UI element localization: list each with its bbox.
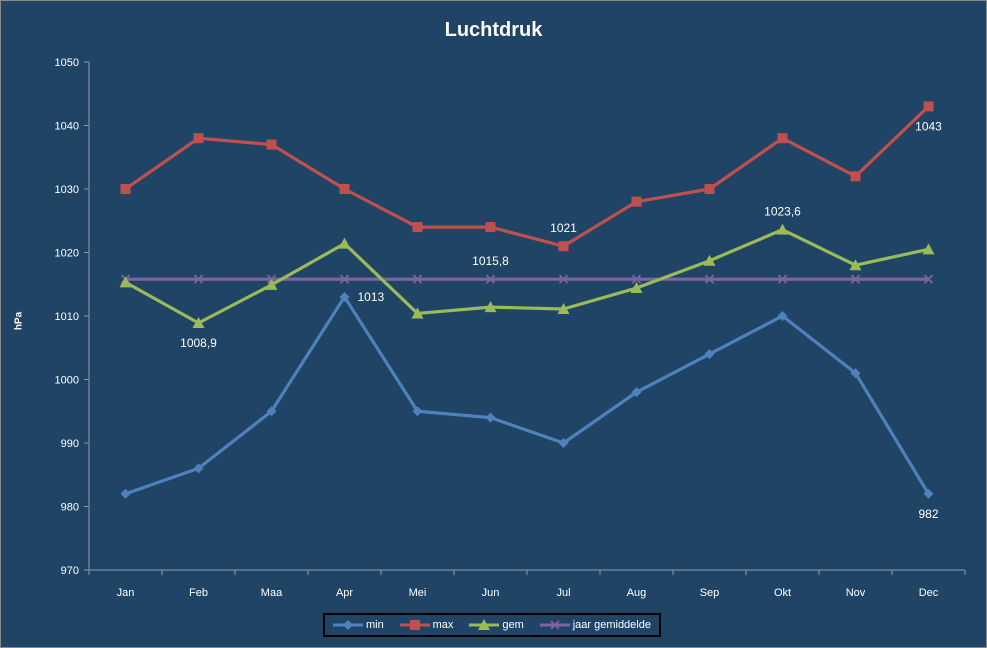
data-point-jaar-gemiddelde bbox=[777, 274, 788, 284]
data-point-max bbox=[777, 133, 788, 144]
data-point-min bbox=[631, 387, 642, 398]
data-point-gem bbox=[265, 278, 278, 290]
data-point-jaar-gemiddelde bbox=[339, 274, 350, 284]
data-point-gem bbox=[849, 259, 862, 271]
series-line-gem bbox=[124, 228, 929, 325]
y-tick-label: 970 bbox=[61, 565, 79, 577]
data-point-jaar-gemiddelde bbox=[631, 274, 642, 284]
x-tick-label: Jul bbox=[556, 587, 570, 599]
x-tick-label: Dec bbox=[919, 587, 939, 599]
data-point-min bbox=[485, 412, 496, 423]
data-label: 1023,6 bbox=[764, 205, 801, 219]
data-label: 1043 bbox=[915, 119, 942, 133]
legend-label: min bbox=[365, 619, 384, 631]
x-tick-label: Jun bbox=[482, 587, 500, 599]
series-line-min bbox=[124, 295, 930, 496]
y-tick-label: 1030 bbox=[55, 184, 79, 196]
data-point-min bbox=[704, 349, 715, 360]
data-point-min bbox=[266, 406, 277, 417]
y-tick-label: 1050 bbox=[55, 57, 79, 69]
x-tick-label: Okt bbox=[774, 587, 791, 599]
data-label: 1013 bbox=[358, 290, 385, 304]
y-tick-label: 1040 bbox=[55, 121, 79, 133]
y-tick-label: 1020 bbox=[55, 248, 79, 260]
x-tick-label: Jan bbox=[117, 587, 135, 599]
data-point-max bbox=[850, 171, 861, 182]
data-point-jaar-gemiddelde bbox=[850, 274, 861, 284]
y-tick-label: 1010 bbox=[55, 311, 79, 323]
data-point-min bbox=[558, 438, 569, 448]
legend-symbol bbox=[332, 620, 363, 630]
data-point-jaar-gemiddelde bbox=[193, 274, 204, 284]
data-point-gem bbox=[776, 223, 789, 235]
legend-item: jaar gemiddelde bbox=[539, 619, 651, 631]
data-point-max bbox=[412, 222, 423, 233]
x-tick-label: Apr bbox=[336, 587, 353, 599]
data-point-jaar-gemiddelde bbox=[412, 274, 423, 284]
legend-symbol bbox=[469, 619, 500, 630]
legend-symbol bbox=[399, 620, 430, 630]
data-label: 982 bbox=[918, 507, 938, 521]
data-point-min bbox=[193, 463, 204, 474]
data-point-gem bbox=[119, 276, 132, 288]
legend-label: max bbox=[432, 619, 454, 631]
data-point-min bbox=[777, 311, 788, 321]
data-point-min bbox=[850, 368, 861, 379]
data-point-gem bbox=[192, 316, 205, 328]
x-tick-label: Sep bbox=[700, 587, 720, 599]
data-point-max bbox=[266, 139, 277, 150]
data-label: 1008,9 bbox=[180, 336, 217, 350]
data-point-max bbox=[558, 241, 569, 252]
data-point-min bbox=[120, 488, 131, 499]
data-point-min bbox=[339, 291, 350, 302]
chart-title: Luchtdruk bbox=[444, 19, 543, 41]
data-point-jaar-gemiddelde bbox=[558, 274, 569, 284]
x-tick-label: Mei bbox=[409, 587, 427, 599]
data-point-gem bbox=[630, 282, 643, 294]
data-point-jaar-gemiddelde bbox=[485, 274, 496, 284]
data-point-gem bbox=[922, 243, 935, 255]
legend-symbol bbox=[539, 620, 570, 630]
data-point-gem bbox=[703, 254, 716, 266]
legend-label: jaar gemiddelde bbox=[572, 619, 651, 631]
data-label: 1021 bbox=[550, 221, 577, 235]
x-tick-label: Aug bbox=[627, 587, 647, 599]
data-point-jaar-gemiddelde bbox=[923, 274, 934, 284]
y-tick-label: 1000 bbox=[55, 375, 79, 387]
legend-item: min bbox=[332, 619, 384, 631]
data-point-gem bbox=[557, 303, 570, 315]
data-point-max bbox=[193, 133, 204, 144]
legend-item: max bbox=[399, 619, 454, 631]
legend-label: gem bbox=[502, 619, 524, 631]
x-tick-label: Maa bbox=[261, 587, 283, 599]
data-point-max bbox=[339, 184, 350, 194]
y-tick-label: 980 bbox=[61, 502, 79, 514]
series-line-max bbox=[124, 105, 930, 248]
y-tick-label: 990 bbox=[61, 438, 79, 450]
x-tick-label: Nov bbox=[846, 587, 866, 599]
data-point-max bbox=[704, 184, 715, 194]
data-point-min bbox=[923, 488, 934, 499]
data-point-min bbox=[412, 406, 423, 417]
legend: min max gem jaar gemiddelde bbox=[323, 613, 661, 637]
data-point-gem bbox=[338, 237, 351, 249]
data-point-max bbox=[120, 184, 131, 194]
data-label: 1015,8 bbox=[472, 254, 509, 268]
data-point-gem bbox=[411, 307, 424, 319]
data-point-jaar-gemiddelde bbox=[704, 274, 715, 284]
data-point-gem bbox=[484, 301, 497, 313]
legend-item: gem bbox=[469, 619, 524, 631]
data-point-max bbox=[485, 222, 496, 233]
x-tick-label: Feb bbox=[189, 587, 208, 599]
data-point-max bbox=[631, 196, 642, 207]
data-point-max bbox=[923, 101, 934, 112]
